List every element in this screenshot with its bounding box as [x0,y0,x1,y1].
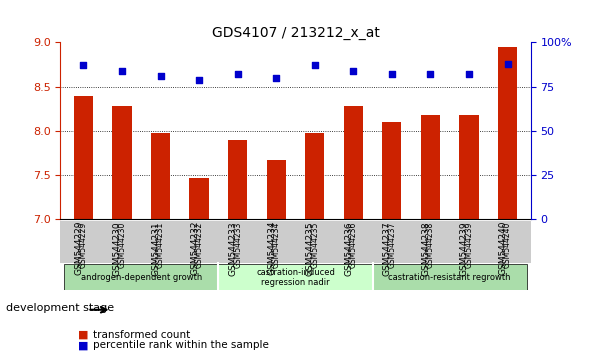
Point [387,72,397,77]
Text: GSM544233: GSM544233 [229,221,238,275]
Text: GSM544237: GSM544237 [383,221,392,275]
Text: GSM544240: GSM544240 [503,222,512,268]
Point [233,72,242,77]
FancyBboxPatch shape [373,264,527,290]
Bar [305,133,324,219]
Point [310,63,320,68]
Point [349,68,358,74]
Bar [228,140,247,219]
Bar [74,96,93,219]
Point [503,61,513,67]
Text: GSM544238: GSM544238 [426,222,435,268]
Text: GSM544236: GSM544236 [349,222,358,268]
Point [194,77,204,82]
Text: GSM544232: GSM544232 [190,221,199,275]
Bar [189,178,209,219]
Text: GSM544232: GSM544232 [195,222,204,268]
Point [78,63,88,68]
Bar [421,115,440,219]
Text: GSM544239: GSM544239 [464,222,473,268]
Bar [151,133,170,219]
Text: GSM544239: GSM544239 [460,221,469,275]
Text: GSM544234: GSM544234 [272,222,280,268]
Text: ■: ■ [78,330,89,339]
Bar [459,115,479,219]
FancyBboxPatch shape [60,221,531,263]
Text: androgen-dependent growth: androgen-dependent growth [81,273,202,282]
Bar [267,160,286,219]
Text: castration-resistant regrowth: castration-resistant regrowth [388,273,511,282]
Text: ■: ■ [78,340,89,350]
Text: GSM544238: GSM544238 [421,221,431,275]
Text: GSM544235: GSM544235 [311,222,319,268]
Text: GSM544235: GSM544235 [306,221,315,275]
Point [271,75,281,81]
Bar [344,106,363,219]
Text: castration-induced
regression nadir: castration-induced regression nadir [256,268,335,287]
Text: GSM544237: GSM544237 [387,222,396,268]
Point [464,72,474,77]
Text: GSM544233: GSM544233 [233,222,242,268]
Text: GSM544231: GSM544231 [156,222,165,268]
Bar [382,122,402,219]
Point [426,72,435,77]
Bar [498,47,517,219]
Text: GSM544230: GSM544230 [118,222,127,268]
Text: development stage: development stage [6,303,114,313]
FancyBboxPatch shape [218,264,373,290]
Point [156,73,165,79]
Text: GSM544240: GSM544240 [499,221,508,275]
Text: GSM544230: GSM544230 [113,221,122,275]
Text: GSM544231: GSM544231 [151,221,160,275]
Text: GSM544229: GSM544229 [74,221,83,275]
Text: GSM544234: GSM544234 [267,221,276,275]
Text: transformed count: transformed count [93,330,191,339]
Text: GSM544236: GSM544236 [344,221,353,275]
Point [117,68,127,74]
Text: percentile rank within the sample: percentile rank within the sample [93,340,270,350]
Bar [112,106,131,219]
FancyBboxPatch shape [64,264,218,290]
Text: GSM544229: GSM544229 [79,222,88,268]
Title: GDS4107 / 213212_x_at: GDS4107 / 213212_x_at [212,26,379,40]
